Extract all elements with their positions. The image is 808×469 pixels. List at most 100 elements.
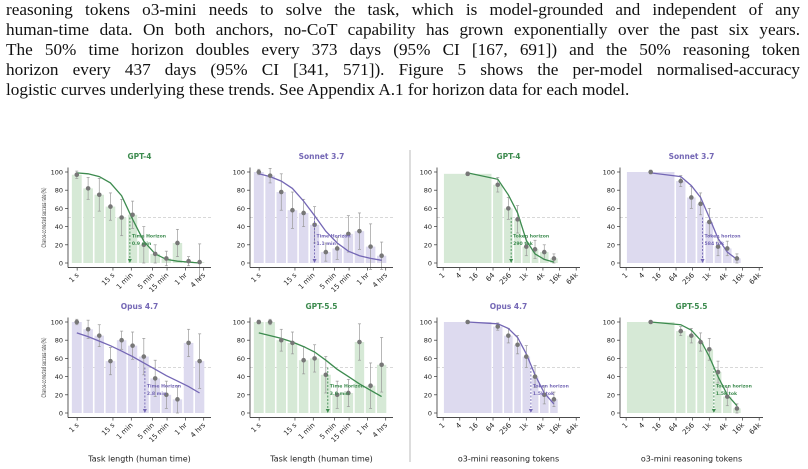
fit-curve [258, 173, 382, 261]
data-point [379, 253, 384, 259]
data-point [108, 204, 113, 209]
x-tick-label: 4 hrs [371, 271, 389, 289]
data-point [186, 258, 191, 264]
bar [522, 356, 531, 413]
data-point [290, 340, 295, 346]
data-point [368, 383, 373, 389]
text-line: horizon every 437 days (95% CI [341, 571… [6, 60, 800, 79]
data-point [323, 372, 329, 378]
horizon-label: 1.5k tok [716, 391, 738, 397]
data-point [301, 210, 306, 216]
y-tick-label: 80 [607, 337, 615, 345]
fit-curve [76, 172, 200, 264]
bar [697, 203, 704, 263]
y-tick-label: 100 [233, 319, 245, 327]
y-tick-label: 40 [237, 373, 245, 381]
data-point [346, 390, 351, 396]
y-tick-label: 20 [424, 241, 432, 249]
data-point [130, 343, 135, 348]
bar [443, 173, 492, 263]
horizon-label: 0.9 min [132, 241, 151, 247]
x-tick-label: 1 s [68, 271, 81, 284]
data-point [524, 354, 529, 359]
horizon-arrow [312, 259, 317, 263]
data-point [152, 376, 158, 381]
x-tick-label: 4 hrs [189, 271, 207, 289]
data-point [724, 394, 730, 399]
y-tick-label: 100 [51, 319, 63, 327]
bar [83, 188, 93, 263]
fit-curve [467, 172, 555, 263]
y-axis-label: Chance-corrected success rate (%) [40, 188, 48, 248]
fit-curve [467, 321, 555, 405]
x-tick-label: 256 [498, 421, 513, 436]
data-point [74, 172, 80, 178]
bar [265, 175, 275, 263]
x-tick-label: 1k [518, 271, 530, 283]
bar [276, 340, 287, 413]
y-tick-label: 20 [55, 241, 63, 249]
data-point [524, 244, 529, 249]
x-axis-label: o3-mini reasoning tokens [458, 455, 559, 464]
bar [253, 172, 264, 263]
x-tick-label: 1 min [297, 421, 317, 441]
y-tick-label: 100 [420, 169, 432, 177]
y-tick-label: 80 [607, 187, 615, 195]
y-tick-label: 40 [424, 223, 432, 231]
y-tick-label: 20 [55, 391, 63, 399]
y-tick-label: 20 [237, 391, 245, 399]
bar [354, 342, 365, 413]
data-point [334, 392, 340, 398]
data-point [119, 337, 124, 343]
data-point [186, 340, 191, 346]
bar [183, 342, 194, 413]
chart-title: Opus 4.7 [490, 302, 527, 311]
horizon-arrow [325, 409, 330, 413]
bar [443, 322, 492, 413]
text-line: reasoning tokens o3-mini needs to solve … [6, 0, 800, 19]
x-tick-label: 1 [438, 271, 447, 280]
data-point [323, 249, 329, 255]
data-point [290, 207, 295, 213]
horizon-arrow [142, 409, 147, 413]
bar [287, 210, 298, 263]
fit-curve [258, 332, 382, 398]
x-tick-label: 64 [484, 421, 496, 433]
x-tick-label: 16 [651, 271, 663, 283]
data-point [698, 339, 703, 345]
paragraph: reasoning tokens o3-mini needs to solve … [6, 0, 800, 100]
x-tick-label: 1 min [115, 421, 135, 441]
bar [320, 374, 331, 413]
x-tick-label: 64k [748, 421, 763, 436]
y-tick-label: 80 [237, 187, 245, 195]
data-point [734, 256, 740, 261]
horizon-label: 584 tok [705, 241, 726, 247]
data-point [495, 324, 501, 329]
data-point [551, 256, 557, 261]
data-point [164, 256, 169, 261]
data-point [532, 374, 538, 379]
y-tick-label: 20 [607, 241, 615, 249]
horizon-title: Time Horizon [132, 234, 166, 240]
data-point [278, 337, 284, 343]
x-tick-label: 16k [548, 421, 563, 436]
data-point [85, 186, 91, 191]
x-tick-label: 64 [667, 271, 679, 283]
fit-curve [76, 332, 200, 394]
data-point [108, 358, 113, 364]
data-point [256, 169, 262, 175]
bar [94, 194, 105, 263]
data-point [515, 342, 520, 348]
y-tick-label: 0 [428, 410, 432, 418]
y-tick-label: 0 [428, 260, 432, 268]
data-point [368, 244, 373, 249]
bar [276, 192, 287, 263]
horizon-title: Token horizon [705, 234, 741, 240]
x-axis-label: Task length (human time) [269, 455, 373, 464]
bar [94, 335, 105, 413]
data-point [541, 392, 547, 398]
data-point [357, 339, 362, 345]
y-tick-label: 0 [611, 410, 615, 418]
data-point [506, 206, 511, 211]
